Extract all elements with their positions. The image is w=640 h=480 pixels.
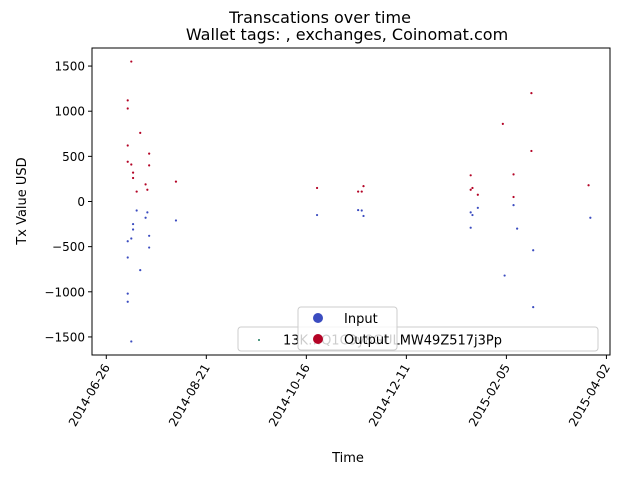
output-point bbox=[530, 92, 533, 95]
output-point bbox=[476, 193, 479, 196]
input-point bbox=[148, 246, 151, 249]
output-point bbox=[144, 183, 147, 186]
input-point bbox=[130, 340, 133, 343]
y-tick-label: −500 bbox=[52, 240, 85, 254]
data-points bbox=[126, 60, 592, 343]
input-point bbox=[362, 214, 365, 218]
input-point bbox=[315, 213, 319, 217]
output-point bbox=[501, 122, 504, 125]
y-axis: −1500 −1000 −500 0 500 1000 1500 bbox=[44, 60, 92, 344]
output-point bbox=[135, 190, 138, 193]
input-point bbox=[131, 222, 135, 226]
x-tick-label: 2014-12-11 bbox=[366, 362, 413, 429]
y-tick-label: 500 bbox=[62, 150, 85, 164]
output-point bbox=[512, 195, 515, 199]
output-point bbox=[512, 173, 515, 176]
y-tick-label: −1000 bbox=[44, 285, 85, 299]
legend-input-marker bbox=[313, 313, 323, 323]
x-tick-label: 2014-08-21 bbox=[166, 362, 213, 429]
input-point bbox=[357, 208, 360, 212]
output-point bbox=[357, 190, 360, 193]
legend-output-label: Output bbox=[344, 333, 389, 348]
input-point bbox=[131, 228, 135, 231]
input-point bbox=[144, 216, 147, 219]
input-point bbox=[126, 240, 129, 243]
y-tick-label: 1000 bbox=[54, 105, 85, 119]
input-point bbox=[589, 216, 592, 219]
type-legend: Input Output bbox=[297, 306, 398, 351]
output-point bbox=[174, 180, 178, 183]
output-point bbox=[126, 160, 129, 163]
input-point bbox=[146, 211, 149, 214]
x-tick-label: 2014-06-26 bbox=[66, 362, 113, 429]
x-tick-label: 2014-10-16 bbox=[266, 362, 313, 429]
output-point bbox=[148, 164, 151, 167]
input-point bbox=[469, 211, 472, 214]
input-point bbox=[126, 292, 129, 295]
x-axis-label: Time bbox=[331, 451, 364, 466]
input-point bbox=[148, 234, 151, 237]
address-legend-marker bbox=[258, 339, 260, 341]
input-point bbox=[139, 269, 142, 272]
output-point bbox=[139, 131, 142, 134]
output-point bbox=[131, 171, 135, 174]
output-point bbox=[126, 144, 129, 147]
output-point bbox=[471, 186, 474, 190]
input-point bbox=[476, 206, 479, 209]
input-point bbox=[516, 227, 519, 230]
output-point bbox=[315, 186, 319, 190]
output-point bbox=[362, 185, 365, 188]
address-legend: 13K…Q1C3y8GULMW49Z517j3Pp bbox=[237, 326, 599, 352]
output-point bbox=[130, 60, 133, 63]
output-point bbox=[131, 176, 135, 180]
output-point bbox=[469, 188, 472, 191]
x-tick-label: 2015-04-02 bbox=[566, 362, 613, 429]
chart-subtitle: Wallet tags: , exchanges, Coinomat.com bbox=[186, 25, 508, 44]
output-point bbox=[469, 174, 472, 177]
output-point bbox=[148, 152, 151, 155]
x-axis: 2014-06-26 2014-08-21 2014-10-16 2014-12-11… bbox=[66, 355, 613, 429]
input-point bbox=[126, 300, 129, 303]
output-point bbox=[360, 190, 363, 193]
input-point bbox=[532, 249, 535, 252]
y-tick-label: 1500 bbox=[54, 60, 85, 74]
input-point bbox=[174, 219, 178, 222]
output-point bbox=[126, 107, 129, 110]
y-axis-label: Tx Value USD bbox=[15, 157, 30, 245]
output-point bbox=[146, 188, 149, 191]
input-point bbox=[471, 213, 474, 217]
input-point bbox=[503, 274, 506, 277]
input-point bbox=[126, 256, 129, 259]
input-point bbox=[469, 226, 472, 229]
input-point bbox=[360, 209, 363, 212]
input-point bbox=[512, 204, 515, 207]
legend-input-label: Input bbox=[344, 312, 378, 327]
output-point bbox=[130, 163, 133, 166]
input-point bbox=[135, 209, 138, 212]
y-tick-label: −1500 bbox=[44, 330, 85, 344]
input-point bbox=[130, 237, 133, 240]
legend-output-marker bbox=[313, 334, 323, 344]
output-point bbox=[587, 184, 590, 187]
x-tick-label: 2015-02-05 bbox=[466, 362, 513, 429]
output-point bbox=[126, 99, 129, 102]
output-point bbox=[530, 149, 533, 153]
y-tick-label: 0 bbox=[77, 195, 85, 209]
chart-title: Transcations over time bbox=[228, 8, 411, 27]
input-point bbox=[532, 306, 535, 309]
